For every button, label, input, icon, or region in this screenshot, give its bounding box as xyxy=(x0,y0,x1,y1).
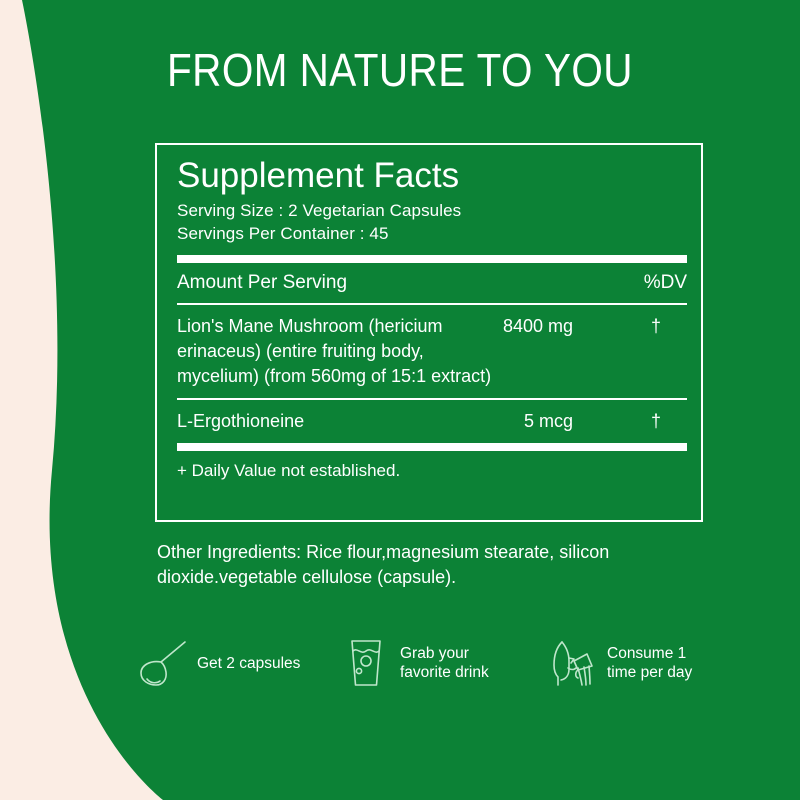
table-row: Lion's Mane Mushroom (hericium erinaceus… xyxy=(177,305,689,398)
percent-dv-label: %DV xyxy=(643,272,687,293)
usage-step: Consume 1 time per day xyxy=(545,628,692,698)
page-title: FROM NATURE TO YOU xyxy=(166,44,633,96)
ingredient-name: L-Ergothioneine xyxy=(177,411,305,431)
ingredient-name: Lion's Mane Mushroom (hericium erinaceus… xyxy=(177,316,492,386)
divider-thick xyxy=(177,255,687,263)
serving-size: Serving Size : 2 Vegetarian Capsules xyxy=(177,201,462,220)
daily-value-footnote: + Daily Value not established. xyxy=(177,461,401,480)
supplement-facts-title: Supplement Facts xyxy=(177,156,460,195)
table-row: L-Ergothioneine 5 mcg † xyxy=(177,400,689,443)
divider-thick-2 xyxy=(177,443,687,451)
usage-instructions: Get 2 capsules Grab your favorite drink xyxy=(135,628,755,698)
servings-per-container: Servings Per Container : 45 xyxy=(177,224,389,243)
amount-per-serving-header-row: Amount Per Serving %DV xyxy=(177,263,689,303)
supplement-facts-panel: Supplement Facts Serving Size : 2 Vegeta… xyxy=(155,143,703,522)
usage-step-label: Consume 1 time per day xyxy=(607,645,693,681)
ingredient-amount: 5 mcg xyxy=(523,411,573,431)
usage-step-label: Grab your favorite drink xyxy=(400,645,489,681)
person-drinking-icon xyxy=(545,635,601,691)
drinking-glass-icon xyxy=(338,635,394,691)
usage-step: Grab your favorite drink xyxy=(338,628,489,698)
spoon-icon xyxy=(135,635,191,691)
divider-thin-2 xyxy=(177,398,687,400)
amount-per-serving-label: Amount Per Serving xyxy=(177,272,348,293)
divider-thin-1 xyxy=(177,303,687,305)
ingredient-amount: 8400 mg xyxy=(502,316,573,336)
other-ingredients-text: Other Ingredients: Rice flour,magnesium … xyxy=(157,542,610,587)
usage-step: Get 2 capsules xyxy=(135,628,300,698)
ingredient-daily-value: † xyxy=(650,316,661,336)
usage-step-label: Get 2 capsules xyxy=(197,654,301,672)
ingredient-daily-value: † xyxy=(650,411,661,431)
